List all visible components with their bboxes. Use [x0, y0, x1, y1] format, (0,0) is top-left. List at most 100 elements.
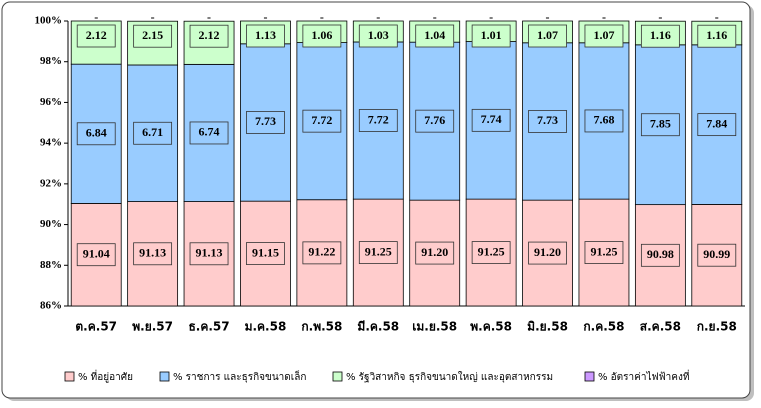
y-tick-label: 92%	[40, 177, 62, 189]
value-label: -	[602, 10, 606, 24]
value-label: 2.15	[142, 28, 163, 42]
value-label-box	[189, 121, 229, 145]
y-tick-label: 90%	[40, 218, 62, 230]
value-label: 7.85	[650, 116, 671, 130]
legend-swatch	[584, 371, 595, 382]
x-tick-label: มี.ค.58	[357, 320, 399, 334]
x-tick-label: ต.ค.57	[75, 320, 117, 334]
value-label-box	[640, 24, 680, 48]
value-label-box	[246, 24, 285, 48]
value-label: -	[207, 10, 211, 24]
value-label-box	[584, 24, 624, 48]
value-label-box	[246, 242, 285, 265]
value-label-box	[133, 24, 173, 48]
x-tick-label: ม.ค.58	[245, 320, 287, 334]
value-label-box	[697, 243, 737, 267]
value-label: 90.99	[703, 247, 730, 261]
y-tick-label: 98%	[40, 55, 62, 67]
value-label: 2.12	[86, 28, 107, 42]
x-tick-label: ก.ย.58	[697, 320, 737, 334]
x-tick-label: พ.ค.58	[470, 320, 512, 334]
value-label: 1.01	[481, 28, 502, 42]
x-tick-label: ธ.ค.57	[188, 320, 229, 334]
value-label: 6.74	[199, 125, 220, 139]
value-label: 1.06	[311, 28, 332, 42]
legend-swatch	[159, 371, 170, 382]
value-label-box	[640, 113, 680, 137]
value-label-box	[76, 122, 116, 146]
x-tick-label: ก.ค.58	[583, 320, 624, 334]
x-tick-label: พ.ย.57	[132, 320, 173, 334]
value-label: 91.22	[308, 245, 335, 259]
y-tick-label: 86%	[40, 300, 62, 312]
value-label-box	[415, 241, 455, 265]
value-label-box	[528, 241, 567, 265]
value-label: -	[320, 10, 324, 24]
value-label: 7.73	[537, 113, 558, 127]
value-label: 6.84	[86, 126, 107, 140]
x-tick-label: ส.ค.58	[640, 320, 681, 334]
legend-label: % รัฐวิสาหกิจ ธุรกิจขนาดใหญ่ และอุตสาหกร…	[346, 371, 553, 383]
legend-label: % อัตราค่าไฟฟ้าคงที่	[598, 369, 689, 383]
value-label: 7.72	[311, 113, 332, 127]
value-label-box	[189, 24, 229, 48]
value-label-box	[528, 24, 567, 48]
x-tick-label: มิ.ย.58	[527, 320, 568, 334]
value-label: 91.13	[196, 246, 223, 260]
value-label-box	[415, 24, 455, 48]
value-label: 1.16	[650, 28, 671, 42]
value-label-box	[528, 110, 567, 133]
value-label-box	[133, 242, 173, 266]
value-label-box	[189, 242, 229, 266]
value-label-box	[697, 24, 737, 48]
value-label-box	[471, 24, 511, 48]
x-tick-label: ก.พ.58	[301, 320, 342, 334]
value-label: 91.20	[534, 245, 561, 259]
value-label: -	[94, 10, 98, 24]
value-label-box	[358, 24, 398, 48]
value-label: 2.12	[199, 28, 220, 42]
x-tick-label: เม.ย.58	[412, 320, 457, 334]
value-label-box	[76, 243, 116, 267]
value-label: 7.68	[593, 113, 614, 127]
value-label: -	[433, 10, 437, 24]
y-tick-label: 100%	[35, 15, 63, 27]
value-label: -	[263, 10, 267, 24]
value-label-box	[358, 109, 398, 132]
y-tick-label: 94%	[40, 137, 62, 149]
value-label: 1.07	[593, 28, 614, 42]
y-tick-label: 88%	[40, 259, 62, 271]
value-label: -	[489, 10, 493, 24]
value-label: -	[376, 10, 380, 24]
value-label: 1.04	[424, 28, 445, 42]
value-label: 91.25	[365, 244, 392, 258]
value-label: 6.71	[142, 125, 163, 139]
value-label-box	[133, 121, 173, 145]
value-label: 91.13	[139, 246, 166, 260]
legend-label: % ราชการ และธุรกิจขนาดเล็ก	[173, 369, 306, 383]
value-label: -	[658, 10, 662, 24]
value-label-box	[640, 243, 680, 267]
value-label: -	[715, 10, 719, 24]
value-label: 7.73	[255, 114, 276, 128]
value-label: 7.74	[481, 112, 502, 126]
value-label-box	[471, 108, 511, 132]
legend-label: % ที่อยู่อาศัย	[78, 369, 133, 383]
value-label: 7.84	[706, 116, 727, 130]
value-label-box	[584, 109, 624, 133]
value-label-box	[471, 241, 511, 264]
value-label-box	[302, 24, 342, 48]
value-label: 91.04	[83, 246, 110, 260]
value-label-box	[415, 109, 455, 133]
legend-swatch	[332, 371, 343, 382]
value-label-box	[584, 241, 624, 264]
value-label-box	[302, 109, 342, 133]
value-label: 91.15	[252, 245, 279, 259]
value-label: -	[546, 10, 550, 24]
value-label: 91.20	[421, 245, 448, 259]
y-tick-label: 96%	[40, 96, 62, 108]
value-label-box	[697, 113, 737, 137]
value-label: -	[151, 10, 155, 24]
